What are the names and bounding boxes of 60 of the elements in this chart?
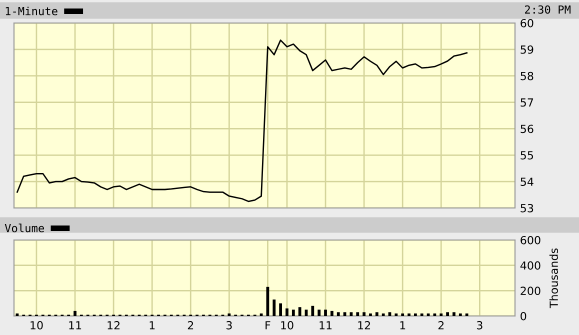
bar (279, 303, 282, 316)
bar (375, 312, 378, 316)
bar (286, 308, 288, 316)
x-tick-label: 12 (108, 321, 120, 330)
bar (356, 312, 360, 316)
y-tick-label: 54 (520, 178, 534, 186)
bar (74, 310, 76, 316)
y-tick-label: 200 (520, 286, 540, 296)
x-tick-label: 11 (320, 321, 332, 330)
bar (388, 312, 392, 316)
bar (330, 310, 334, 316)
x-tick-label: 10 (281, 321, 294, 330)
bar (336, 312, 340, 316)
y-axis-title: Thousands (549, 248, 558, 308)
line-series (16, 39, 468, 202)
y-tick-label: 59 (520, 45, 534, 54)
x-tick-label: 2 (188, 321, 194, 330)
bar (228, 313, 231, 316)
bar (298, 307, 302, 316)
x-tick-label: 3 (476, 321, 482, 330)
bar (343, 312, 346, 316)
y-tick-label: 60 (520, 18, 534, 28)
bar (272, 300, 276, 316)
bar (446, 312, 450, 316)
x-tick-label: F (266, 321, 270, 330)
text: 2:30 PM (525, 5, 571, 14)
bar (369, 313, 372, 316)
bar (452, 312, 456, 316)
bar (408, 313, 410, 316)
x-tick-label: 2 (438, 321, 444, 330)
y-tick-label: 0 (520, 312, 526, 320)
bar (350, 312, 353, 316)
legend-label: Volume (4, 224, 44, 232)
bar (458, 313, 462, 316)
x-tick-label: 10 (30, 321, 43, 330)
bar (318, 310, 321, 316)
bar (362, 312, 366, 316)
y-tick-label: 57 (520, 98, 534, 107)
bar (465, 313, 468, 316)
bar (382, 313, 385, 316)
x-tick-label: 11 (69, 321, 82, 330)
bar (401, 313, 404, 316)
x-tick-label: 12 (358, 321, 370, 330)
y-tick-label: 600 (520, 236, 540, 244)
bar (324, 310, 327, 316)
y-tick-label: 53 (520, 204, 534, 212)
legend-label: 1-Minute (6, 6, 58, 16)
x-tick-label: 3 (226, 321, 232, 330)
x-tick-label: 1 (150, 321, 155, 330)
bar (311, 306, 314, 316)
y-tick-label: 55 (520, 151, 534, 160)
y-tick-label: 56 (520, 124, 534, 134)
bar (440, 313, 443, 316)
bar (292, 310, 295, 316)
bar (414, 313, 417, 316)
x-tick-label: 1 (400, 321, 406, 330)
bar (394, 313, 398, 316)
y-tick-label: 400 (520, 261, 540, 270)
y-tick-label: 58 (520, 72, 534, 80)
bar (420, 313, 424, 316)
